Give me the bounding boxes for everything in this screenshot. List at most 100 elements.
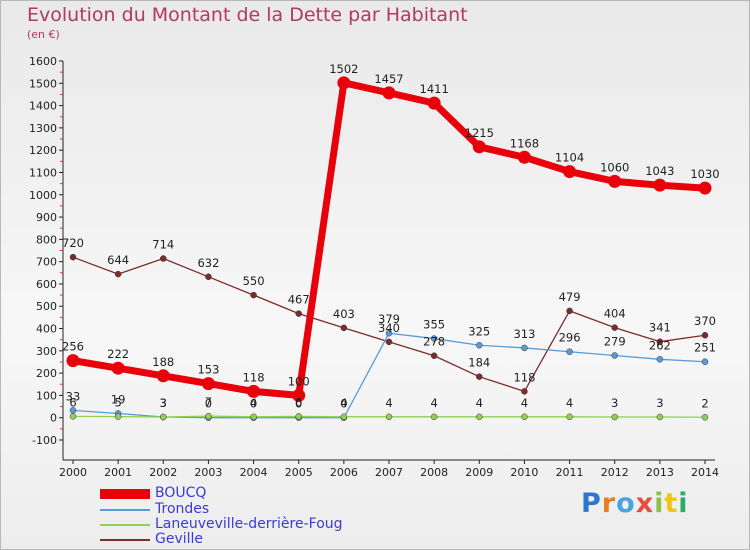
data-point [385,413,393,421]
data-point [385,338,393,346]
data-label: 632 [197,256,219,270]
data-label: 184 [468,356,490,370]
data-label: 262 [649,338,671,352]
data-point [382,86,396,100]
data-label: 1215 [465,126,494,140]
data-point [295,413,302,420]
data-point [340,413,348,421]
data-label: 1104 [555,151,584,165]
data-point [340,324,348,332]
data-point [114,270,122,278]
data-point [656,413,664,421]
legend-swatch [100,509,150,511]
data-label: 340 [378,321,400,335]
data-point [563,165,577,179]
data-label: 403 [333,307,355,321]
y-tick-label: 100 [36,389,57,402]
data-label: 6 [69,395,76,409]
y-tick-label: 800 [36,233,57,246]
data-point [521,388,528,395]
data-label: 3 [611,396,618,410]
data-point [521,344,528,352]
data-label: 296 [559,331,581,345]
data-label: 1411 [420,82,449,96]
y-tick-label: 200 [36,367,57,380]
data-point [656,356,664,363]
data-label: 118 [243,370,265,384]
data-label: 4 [250,396,257,410]
x-tick-label: 2000 [59,466,87,479]
data-point [611,324,618,331]
data-label: 0 [340,397,347,411]
x-tick-label: 2011 [556,466,584,479]
data-label: 0 [205,397,212,411]
data-label: 5 [114,396,121,410]
data-point [566,348,573,355]
data-point [205,412,212,420]
data-label: 0 [250,397,257,411]
data-point [611,352,618,359]
y-tick-label: 1000 [29,189,57,202]
data-point [608,174,622,188]
legend-swatch [100,489,150,499]
data-label: 222 [107,347,129,361]
data-point [250,291,257,299]
data-point [476,342,483,349]
data-label: 188 [152,355,174,369]
data-label: 153 [197,363,219,377]
x-tick-label: 2009 [465,466,493,479]
data-point [517,150,531,164]
data-point [201,377,215,391]
data-label: 2 [701,396,708,410]
data-labels-layer: 7206447146325504674033402781841184794043… [62,62,720,411]
data-label: 279 [604,335,626,349]
series-layer [66,76,712,421]
data-point [698,181,712,195]
data-label: 3 [160,396,167,410]
y-tick-label: -100 [32,434,57,447]
data-label: 7 [205,395,212,409]
data-point [205,273,212,281]
data-point [701,414,709,421]
data-label: 6 [295,395,302,409]
data-point [430,352,438,359]
data-point [611,413,618,421]
legend-swatch [100,524,150,526]
data-label: 379 [378,312,400,326]
x-tick-label: 2008 [420,466,448,479]
y-tick-label: 1100 [29,166,57,179]
data-point [472,140,486,154]
y-tick-label: 1200 [29,144,57,157]
data-label: 19 [111,392,126,406]
x-tick-label: 2005 [285,466,313,479]
data-point [476,413,483,421]
y-tick-label: 400 [36,323,57,336]
brand-logo: Proxiti [581,488,689,519]
x-tick-label: 2013 [646,466,674,479]
data-label: 251 [694,341,716,355]
chart-axes: -100010020030040050060070080090010001100… [29,55,719,479]
y-tick-label: 1500 [29,77,57,90]
data-label: 341 [649,321,671,335]
y-tick-label: 300 [36,345,57,358]
data-label: 4 [430,396,437,410]
x-tick-label: 2007 [375,466,403,479]
data-label: 4 [476,396,483,410]
data-point [521,413,528,421]
data-point [69,413,77,420]
y-tick-label: 600 [36,278,57,291]
data-point [656,338,664,345]
data-label: 479 [559,290,581,304]
data-label: 1043 [645,164,674,178]
data-label: 1060 [600,160,629,174]
data-label: 278 [423,335,445,349]
data-point [292,388,306,402]
y-tick-label: 1600 [29,55,57,68]
data-label: 1168 [510,136,539,150]
data-label: 355 [423,318,445,332]
data-point [476,373,483,380]
data-label: 714 [152,238,174,252]
y-tick-label: 900 [36,211,57,224]
data-label: 720 [62,236,84,250]
data-label: 256 [62,340,84,354]
